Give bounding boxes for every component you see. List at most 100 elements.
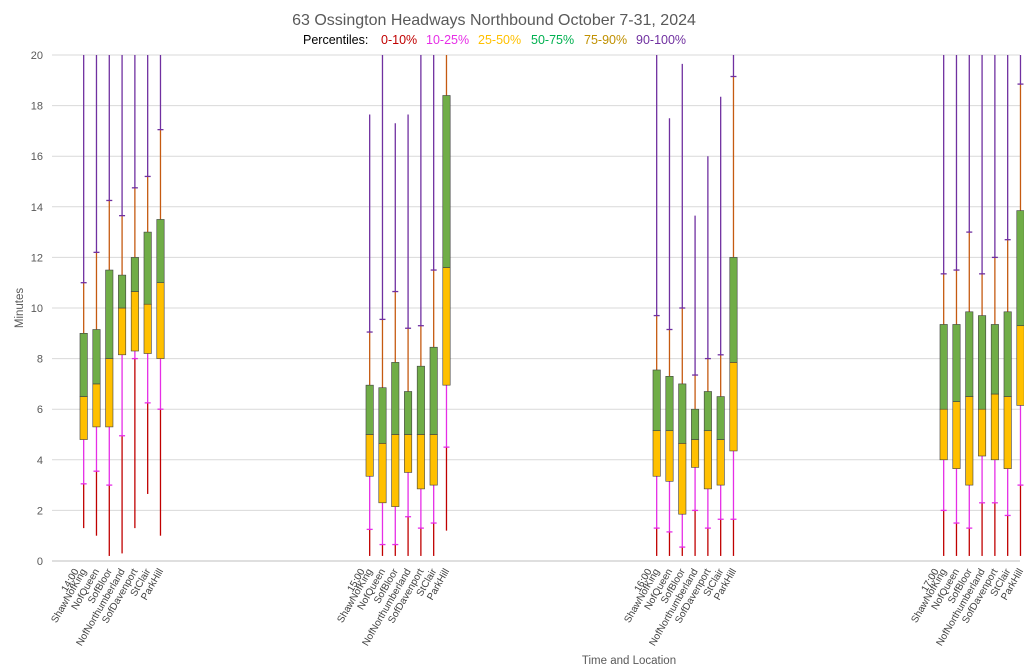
box-25-50 xyxy=(404,434,413,473)
box-25-50 xyxy=(939,408,948,461)
box-25-50 xyxy=(990,393,999,461)
y-tick-label: 10 xyxy=(31,303,43,315)
box-StClair xyxy=(143,55,152,494)
box-NofNorthumberland xyxy=(691,215,700,556)
box-25-50 xyxy=(1016,325,1024,406)
box-50-75 xyxy=(978,315,987,410)
chart-title: 63 Ossington Headways Northbound October… xyxy=(292,12,696,29)
box-NofQueen xyxy=(378,55,387,556)
box-50-75 xyxy=(92,329,101,385)
box-25-50 xyxy=(156,282,165,359)
box-ShawNofKing xyxy=(652,55,661,556)
legend-entry: 75-90% xyxy=(584,33,627,47)
box-50-75 xyxy=(952,324,961,402)
box-25-50 xyxy=(416,434,425,490)
y-tick-label: 0 xyxy=(37,556,43,568)
box-StClair xyxy=(1003,55,1012,556)
box-50-75 xyxy=(105,269,114,359)
legend-label: Percentiles: xyxy=(303,33,368,47)
box-50-75 xyxy=(404,391,413,435)
box-25-50 xyxy=(665,430,674,482)
box-NofQueen xyxy=(92,55,101,536)
box-25-50 xyxy=(1003,396,1012,469)
box-50-75 xyxy=(652,369,661,432)
legend-entry: 0-10% xyxy=(381,33,417,47)
box-25-50 xyxy=(105,358,114,428)
box-ShawNofKing xyxy=(79,55,88,529)
box-50-75 xyxy=(118,274,127,309)
y-axis: 0 2 4 6 8 10 12 14 16 18 20 xyxy=(31,50,43,568)
box-50-75 xyxy=(429,346,438,435)
box-50-75 xyxy=(716,396,725,440)
box-ShawNofKing xyxy=(365,114,374,556)
box-NofQueen xyxy=(665,118,674,556)
legend-entry: 25-50% xyxy=(478,33,521,47)
y-tick-label: 8 xyxy=(37,354,43,366)
box-25-50 xyxy=(92,383,101,428)
box-25-50 xyxy=(678,443,687,515)
box-50-75 xyxy=(130,257,139,292)
y-tick-label: 20 xyxy=(31,50,43,62)
box-50-75 xyxy=(1016,210,1024,327)
box-50-75 xyxy=(691,408,700,440)
box-25-50 xyxy=(716,439,725,486)
box-50-75 xyxy=(1003,311,1012,397)
box-50-75 xyxy=(79,332,88,397)
grid xyxy=(52,54,1020,562)
box-25-50 xyxy=(691,439,700,468)
box-50-75 xyxy=(703,391,712,432)
box-25-50 xyxy=(442,267,451,386)
y-axis-label: Minutes xyxy=(14,288,26,329)
box-50-75 xyxy=(156,219,165,283)
box-25-50 xyxy=(79,396,88,440)
y-tick-label: 4 xyxy=(37,455,43,467)
y-tick-label: 16 xyxy=(31,151,43,163)
box-25-50 xyxy=(365,434,374,477)
legend-entry: 50-75% xyxy=(531,33,574,47)
box-SofBloor xyxy=(391,123,400,556)
box-25-50 xyxy=(703,430,712,490)
box-ShawNofKing xyxy=(939,55,948,556)
y-tick-label: 2 xyxy=(37,505,43,517)
box-50-75 xyxy=(442,95,451,268)
box-25-50 xyxy=(429,434,438,486)
box-SofDavenport xyxy=(703,156,712,556)
box-25-50 xyxy=(978,408,987,457)
box-25-50 xyxy=(118,307,127,356)
box-25-50 xyxy=(143,303,152,354)
box-25-50 xyxy=(729,362,738,452)
y-tick-label: 6 xyxy=(37,404,43,416)
box-50-75 xyxy=(365,384,374,435)
box-ParkHill xyxy=(442,55,451,531)
box-25-50 xyxy=(378,443,387,504)
y-tick-label: 14 xyxy=(31,202,43,214)
box-NofNorthumberland xyxy=(118,55,127,554)
box-50-75 xyxy=(391,362,400,435)
box-SofDavenport xyxy=(990,55,999,556)
box-StClair xyxy=(716,96,725,556)
box-ParkHill xyxy=(729,55,738,556)
box-SofDavenport xyxy=(130,55,139,529)
box-50-75 xyxy=(665,376,674,432)
box-25-50 xyxy=(965,396,974,486)
box-50-75 xyxy=(143,231,152,305)
box-NofQueen xyxy=(952,55,961,556)
legend-entry: 90-100% xyxy=(636,33,686,47)
y-tick-label: 12 xyxy=(31,252,43,264)
box-StClair xyxy=(429,55,438,556)
box-25-50 xyxy=(952,401,961,469)
box-25-50 xyxy=(652,430,661,477)
box-NofNorthumberland xyxy=(978,55,987,556)
box-ParkHill xyxy=(156,55,165,536)
box-50-75 xyxy=(965,311,974,397)
box-SofDavenport xyxy=(416,55,425,556)
box-25-50 xyxy=(391,434,400,507)
box-50-75 xyxy=(378,387,387,444)
legend-entry: 10-25% xyxy=(426,33,469,47)
y-tick-label: 18 xyxy=(31,101,43,113)
box-50-75 xyxy=(939,324,948,410)
legend: Percentiles: 0-10% 10-25% 25-50% 50-75% 75-90… xyxy=(303,33,686,47)
box-50-75 xyxy=(990,324,999,395)
box-SofBloor xyxy=(965,55,974,556)
